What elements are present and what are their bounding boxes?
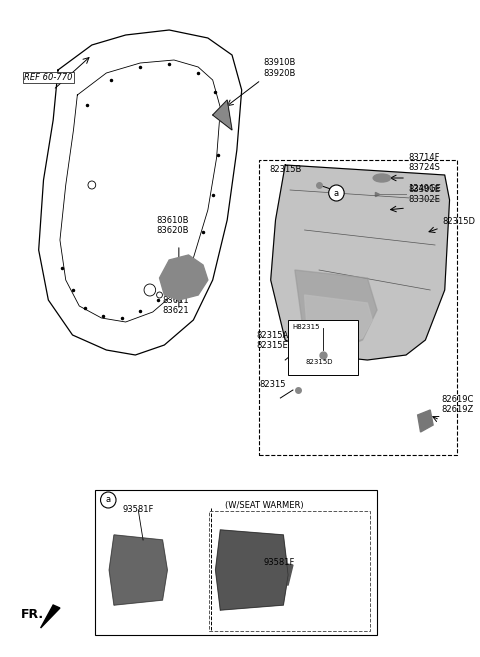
Text: FR.: FR. xyxy=(21,608,44,621)
Polygon shape xyxy=(109,535,167,605)
Text: 83301E
83302E: 83301E 83302E xyxy=(408,185,440,204)
Text: 83910B
83920B: 83910B 83920B xyxy=(263,58,295,78)
Text: 83714F
83724S: 83714F 83724S xyxy=(408,152,440,172)
Polygon shape xyxy=(271,165,450,360)
Text: 82315D: 82315D xyxy=(305,359,333,365)
Polygon shape xyxy=(264,560,293,585)
Text: 82315B: 82315B xyxy=(269,165,301,174)
Circle shape xyxy=(100,492,116,508)
Text: H82315: H82315 xyxy=(292,324,320,330)
Text: 82619C
82619Z: 82619C 82619Z xyxy=(442,395,474,414)
Circle shape xyxy=(329,185,344,201)
Text: 83611
83621: 83611 83621 xyxy=(162,296,189,315)
Polygon shape xyxy=(295,270,377,350)
Text: a: a xyxy=(334,189,339,198)
Text: a: a xyxy=(106,495,111,505)
FancyBboxPatch shape xyxy=(288,320,358,375)
Text: REF 60-770: REF 60-770 xyxy=(24,73,72,82)
Polygon shape xyxy=(41,605,60,628)
Polygon shape xyxy=(418,410,433,432)
Text: 83610B
83620B: 83610B 83620B xyxy=(156,215,189,235)
Text: 93581F: 93581F xyxy=(122,505,154,514)
Polygon shape xyxy=(213,100,232,130)
Text: 82315: 82315 xyxy=(259,380,286,389)
Ellipse shape xyxy=(373,174,391,182)
FancyBboxPatch shape xyxy=(95,490,377,635)
Polygon shape xyxy=(304,295,372,345)
Polygon shape xyxy=(216,530,288,610)
Polygon shape xyxy=(159,255,208,300)
Text: (W/SEAT WARMER): (W/SEAT WARMER) xyxy=(225,501,304,510)
Text: 82315D: 82315D xyxy=(443,217,476,226)
Text: 82315A
82315E: 82315A 82315E xyxy=(256,330,288,350)
Text: 1249GE: 1249GE xyxy=(408,184,441,193)
Text: 93581F: 93581F xyxy=(264,558,295,567)
